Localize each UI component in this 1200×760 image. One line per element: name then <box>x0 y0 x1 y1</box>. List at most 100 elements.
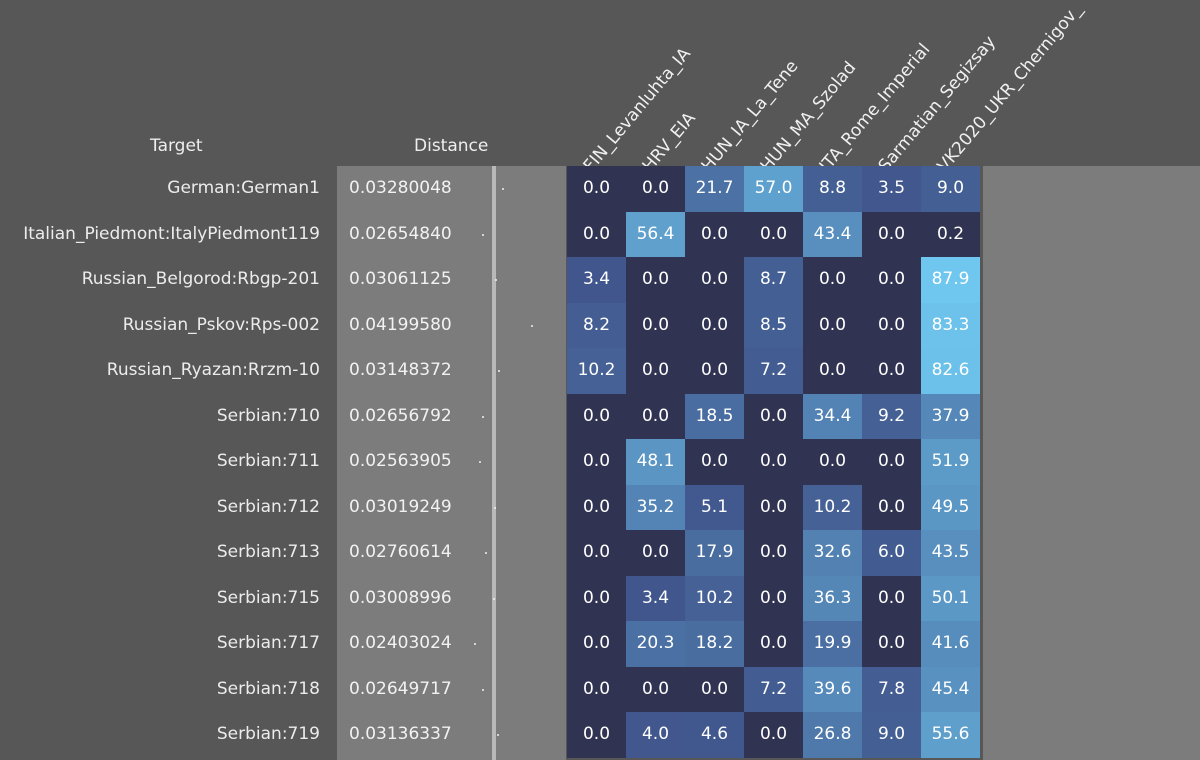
heatmap-cell: 0.0 <box>685 211 744 257</box>
heatmap-cell: 8.8 <box>803 166 862 212</box>
heatmap-cell: 0.0 <box>567 211 626 257</box>
heatmap-cell: 0.2 <box>921 211 980 257</box>
heatmap-cell: 43.5 <box>921 530 980 576</box>
heatmap-cell: 0.0 <box>744 575 803 621</box>
heatmap-cell: 18.5 <box>685 393 744 439</box>
heatmap-cell: 0.0 <box>567 530 626 576</box>
heatmap-cell: 43.4 <box>803 211 862 257</box>
heatmap-cell: 57.0 <box>744 166 803 212</box>
heatmap-cell: 49.5 <box>921 484 980 530</box>
heatmap-cell: 0.0 <box>626 302 685 348</box>
heatmap-cell: 0.0 <box>567 166 626 212</box>
distance-marker <box>493 597 496 600</box>
heatmap-cell: 20.3 <box>626 621 685 667</box>
target-cell: Serbian:710 <box>216 405 320 426</box>
heatmap-cell: 0.0 <box>567 439 626 485</box>
distance-marker <box>479 461 482 463</box>
heatmap-cell: 55.6 <box>921 712 980 758</box>
heatmap-cell: 0.0 <box>626 530 685 576</box>
distance-marker <box>473 643 476 645</box>
target-cell: Serbian:715 <box>216 587 320 608</box>
heatmap-cell: 51.9 <box>921 439 980 485</box>
heatmap-cell: 82.6 <box>921 348 980 394</box>
distance-marker <box>481 688 484 691</box>
heatmap-cell: 0.0 <box>803 348 862 394</box>
heatmap-cell: 8.5 <box>744 302 803 348</box>
distance-cell: 0.03019249 <box>349 496 452 517</box>
heatmap-cell: 0.0 <box>567 393 626 439</box>
distance-cell: 0.02760614 <box>349 542 452 562</box>
heatmap-cell: 0.0 <box>862 621 921 667</box>
heatmap-cell: 10.2 <box>567 348 626 394</box>
heatmap-cell: 37.9 <box>921 393 980 439</box>
distance-cell: 0.04199580 <box>349 314 452 335</box>
distance-cell: 0.03136337 <box>349 724 452 744</box>
heatmap-cell: 9.2 <box>862 393 921 439</box>
distance-cell: 0.03280048 <box>349 178 452 198</box>
heatmap-cell: 32.6 <box>803 530 862 576</box>
target-cell: Serbian:713 <box>216 542 320 562</box>
heatmap-cell: 56.4 <box>626 211 685 257</box>
heatmap-cell: 4.0 <box>626 712 685 758</box>
heatmap-cell: 0.0 <box>862 257 921 303</box>
heatmap-cell: 0.0 <box>567 575 626 621</box>
heatmap-cell: 6.0 <box>862 530 921 576</box>
heatmap-cell: 0.0 <box>862 348 921 394</box>
heatmap-cell: 9.0 <box>862 712 921 758</box>
heatmap-cell: 50.1 <box>921 575 980 621</box>
heatmap-cell: 0.0 <box>862 211 921 257</box>
heatmap-cell: 0.0 <box>862 484 921 530</box>
distance-marker <box>494 279 497 281</box>
distance-column-header: Distance <box>414 136 489 156</box>
heatmap-cell: 0.0 <box>685 348 744 394</box>
heatmap-cell: 4.6 <box>685 712 744 758</box>
distance-divider <box>492 166 496 760</box>
heatmap-cell: 39.6 <box>803 666 862 712</box>
distance-marker <box>501 188 504 190</box>
heatmap-cell: 26.8 <box>803 712 862 758</box>
distance-marker <box>482 415 485 418</box>
distance-cell: 0.02654840 <box>349 223 452 244</box>
target-cell: Serbian:719 <box>216 724 320 744</box>
heatmap-cell: 0.0 <box>685 257 744 303</box>
heatmap-cell: 0.0 <box>567 621 626 667</box>
heatmap-cell: 17.9 <box>685 530 744 576</box>
heatmap-cell: 5.1 <box>685 484 744 530</box>
target-cell: Russian_Pskov:Rps-002 <box>122 314 320 335</box>
heatmap-cell: 0.0 <box>567 712 626 758</box>
heatmap-cell: 45.4 <box>921 666 980 712</box>
heatmap-cell: 34.4 <box>803 393 862 439</box>
heatmap-cell: 3.5 <box>862 166 921 212</box>
heatmap-cell: 0.0 <box>567 666 626 712</box>
heatmap-cell: 83.3 <box>921 302 980 348</box>
target-cell: Serbian:711 <box>216 451 320 471</box>
heatmap-cell: 3.4 <box>626 575 685 621</box>
empty-panel <box>983 166 1200 760</box>
heatmap-cell: 10.2 <box>803 484 862 530</box>
table-header <box>0 0 1200 166</box>
distance-marker <box>531 324 534 327</box>
distance-cell: 0.03061125 <box>349 269 452 289</box>
distance-marker <box>497 734 500 736</box>
distance-panel <box>337 166 492 760</box>
heatmap-cell: 0.0 <box>803 439 862 485</box>
heatmap-cell: 35.2 <box>626 484 685 530</box>
distance-cell: 0.02403024 <box>349 633 452 653</box>
distance-marker <box>493 506 496 509</box>
heatmap-cell: 48.1 <box>626 439 685 485</box>
heatmap-cell: 0.0 <box>626 393 685 439</box>
distance-marker <box>485 552 488 554</box>
heatmap-cell: 9.0 <box>921 166 980 212</box>
heatmap-cell: 0.0 <box>744 484 803 530</box>
heatmap-cell: 0.0 <box>626 166 685 212</box>
distance-cell: 0.02649717 <box>349 678 452 699</box>
heatmap-cell: 0.0 <box>744 211 803 257</box>
distance-marker <box>481 233 484 236</box>
heatmap-cell: 0.0 <box>685 302 744 348</box>
heatmap-cell: 3.4 <box>567 257 626 303</box>
heatmap-cell: 36.3 <box>803 575 862 621</box>
heatmap-cell: 21.7 <box>685 166 744 212</box>
heatmap-cell: 8.7 <box>744 257 803 303</box>
heatmap-cell: 0.0 <box>744 712 803 758</box>
distance-marker <box>497 370 500 372</box>
